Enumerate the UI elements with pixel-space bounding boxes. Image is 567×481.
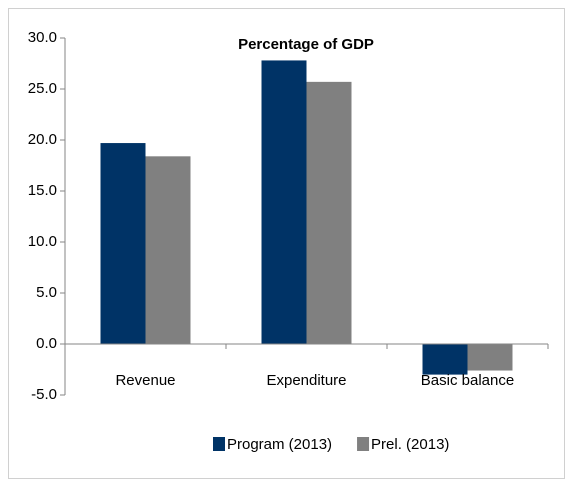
bar: [100, 143, 146, 344]
bar: [467, 344, 513, 371]
y-tick-label: 10.0: [28, 233, 57, 250]
bar: [306, 81, 352, 345]
bar: [422, 344, 468, 375]
chart-frame: [8, 8, 565, 479]
bar: [145, 156, 191, 344]
bar: [261, 60, 307, 344]
y-tick-label: 20.0: [28, 131, 57, 148]
x-tick-label: Basic balance: [421, 372, 514, 389]
legend-swatch: [357, 437, 370, 451]
chart-title: Percentage of GDP: [238, 36, 374, 53]
x-tick-label: Expenditure: [266, 372, 346, 389]
y-tick-label: 30.0: [28, 29, 57, 46]
y-tick-label: 15.0: [28, 182, 57, 199]
y-tick-label: -5.0: [31, 386, 57, 403]
legend-swatch: [213, 437, 225, 451]
y-tick-label: 0.0: [36, 335, 57, 352]
x-tick-label: Revenue: [115, 372, 175, 389]
legend-label: Program (2013): [227, 436, 332, 453]
y-tick-label: 25.0: [28, 80, 57, 97]
legend-label: Prel. (2013): [371, 436, 449, 453]
y-tick-label: 5.0: [36, 284, 57, 301]
